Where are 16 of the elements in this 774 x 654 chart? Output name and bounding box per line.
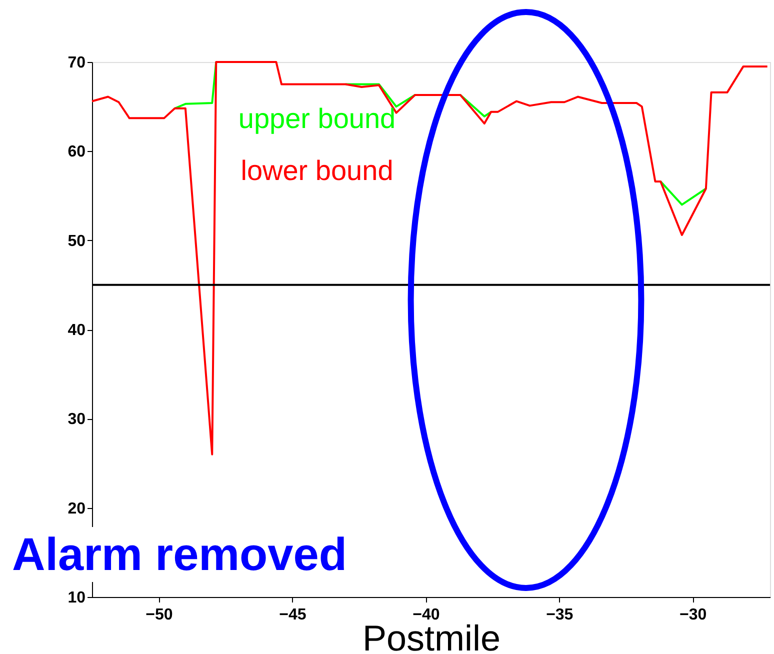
x-tick-label: −50 [146,606,173,624]
y-tick-label: 20 [68,500,86,518]
y-tick-label: 10 [68,590,86,606]
y-tick-label: 70 [68,54,86,72]
x-tick-label: −35 [546,606,574,624]
series-label: lower bound [240,155,394,186]
line-series [91,61,768,456]
y-tick-label: 50 [68,232,86,250]
series-label: upper bound [238,103,396,134]
y-tick-label: 30 [68,411,86,428]
annotation: Alarm removed [12,528,347,580]
x-tick-label: −45 [279,606,306,624]
x-tick-label: −40 [412,606,440,624]
y-tick-label: 40 [68,322,86,339]
x-tick-label: −30 [680,606,707,624]
y-tick-label: 60 [68,144,86,161]
